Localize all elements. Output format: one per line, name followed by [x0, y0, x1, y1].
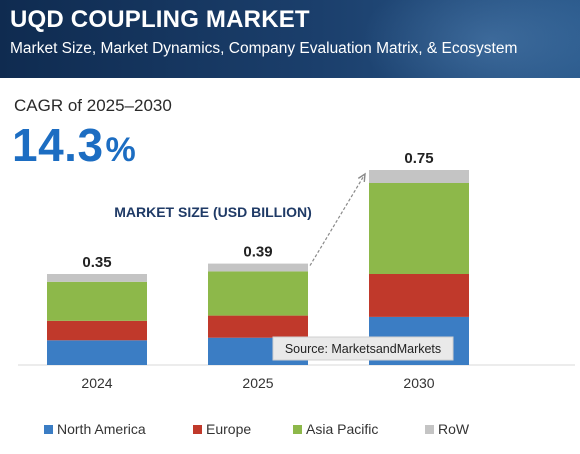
cagr-unit: % [105, 131, 136, 169]
bar-segment-asia-pacific-2025 [208, 271, 308, 316]
bar-segment-europe-2024 [47, 320, 147, 341]
total-label-2024: 0.35 [82, 254, 111, 271]
bar-segment-north-america-2024 [47, 340, 147, 365]
total-label-2030: 0.75 [404, 150, 433, 167]
legend-swatch-europe [193, 425, 202, 434]
cagr-label: CAGR of 2025–2030 [14, 96, 172, 115]
legend-label-row: RoW [438, 421, 470, 437]
page-title: UQD COUPLING MARKET [10, 6, 310, 33]
bar-segment-asia-pacific-2024 [47, 281, 147, 321]
x-tick-label-2030: 2030 [403, 375, 434, 391]
chart-title: MARKET SIZE (USD BILLION) [114, 204, 312, 220]
bar-segment-asia-pacific-2030 [369, 183, 469, 274]
cagr-value: 14.3% [12, 118, 136, 172]
total-label-2025: 0.39 [243, 244, 272, 261]
growth-arrow-head [357, 172, 366, 183]
growth-arrow-line [309, 173, 366, 266]
bar-segment-row-2024 [47, 274, 147, 282]
legend-label-north-america: North America [57, 421, 146, 437]
bar-segment-europe-2030 [369, 274, 469, 317]
x-tick-label-2025: 2025 [242, 375, 273, 391]
bar-segment-row-2025 [208, 263, 308, 272]
header-banner: UQD COUPLING MARKET Market Size, Market … [0, 0, 580, 78]
page-subtitle: Market Size, Market Dynamics, Company Ev… [10, 40, 518, 57]
x-tick-label-2024: 2024 [81, 375, 112, 391]
legend-swatch-asia-pacific [293, 425, 302, 434]
source-box [272, 336, 454, 361]
legend-label-europe: Europe [206, 421, 251, 437]
legend-label-asia-pacific: Asia Pacific [306, 421, 378, 437]
legend-swatch-north-america [44, 425, 53, 434]
legend-swatch-row [425, 425, 434, 434]
bar-segment-europe-2025 [208, 315, 308, 338]
cagr-number: 14.3 [12, 119, 104, 171]
bar-segment-row-2030 [369, 170, 469, 183]
source-label: Source: MarketsandMarkets [285, 342, 441, 356]
